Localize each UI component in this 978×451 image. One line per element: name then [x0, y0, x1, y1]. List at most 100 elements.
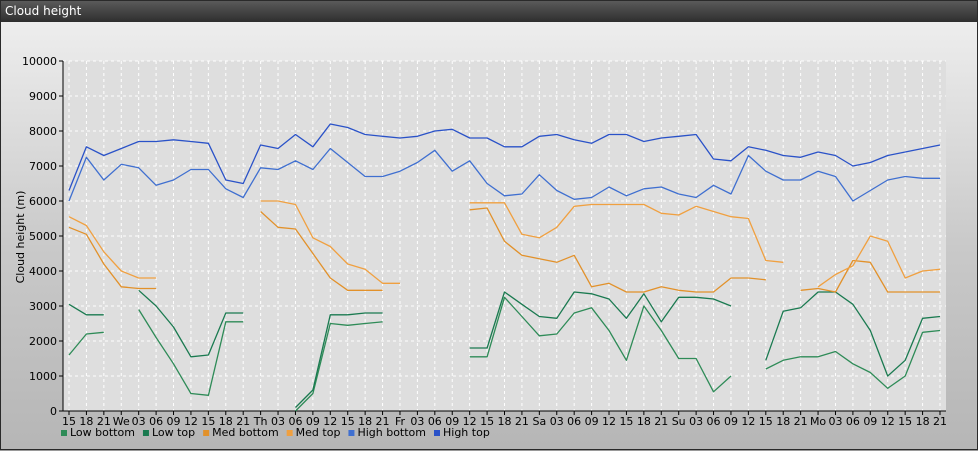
x-tick-label: 21 [794, 415, 808, 428]
window-title: Cloud height [1, 1, 977, 22]
x-tick-label: 12 [602, 415, 616, 428]
series-high-bottom [68, 147, 940, 202]
y-tick-label: 1000 [29, 370, 57, 383]
x-tick-label: 21 [654, 415, 668, 428]
x-tick-label: 15 [619, 415, 633, 428]
x-tick-label: 15 [201, 415, 215, 428]
y-tick-label: 0 [50, 405, 57, 418]
x-tick-label: 12 [323, 415, 337, 428]
series-line [260, 211, 383, 291]
series-line [469, 207, 766, 293]
series-line [817, 235, 941, 288]
x-tick-label: Th [253, 415, 268, 428]
x-tick-label: 03 [689, 415, 703, 428]
x-tick-label: 18 [916, 415, 930, 428]
series-lines [68, 123, 941, 412]
y-tick-label: 3000 [29, 300, 57, 313]
y-tick-label: 2000 [29, 335, 57, 348]
series-line [68, 123, 941, 191]
y-tick-label: 8000 [29, 125, 57, 138]
legend-swatch [434, 430, 440, 436]
series-line [469, 296, 732, 393]
legend-swatch [286, 430, 293, 436]
y-tick-label: 6000 [29, 195, 57, 208]
legend-item: High top [434, 426, 490, 439]
x-tick-label: 15 [898, 415, 912, 428]
x-tick-label: 03 [271, 415, 285, 428]
x-tick-label: 18 [358, 415, 372, 428]
series-line [260, 200, 400, 284]
x-tick-label: Sa [532, 415, 546, 428]
x-tick-label: 03 [550, 415, 564, 428]
x-tick-label: 15 [480, 415, 494, 428]
x-tick-label: 15 [341, 415, 355, 428]
x-tick-label: 06 [288, 415, 302, 428]
legend-label: Low top [152, 426, 195, 439]
x-tick-label: 18 [79, 415, 93, 428]
legend-item: Med bottom [203, 426, 279, 439]
legend-item: Low top [142, 426, 195, 439]
x-tick-label: 12 [881, 415, 895, 428]
series-line [138, 309, 244, 396]
legend-label: High bottom [357, 426, 426, 439]
series-line [765, 329, 941, 389]
x-tick-label: 06 [428, 415, 442, 428]
x-tick-label: 06 [149, 415, 163, 428]
series-line [469, 291, 732, 349]
legend-item: High bottom [348, 426, 426, 439]
y-tick-label: 4000 [29, 265, 57, 278]
x-tick-label: 18 [637, 415, 651, 428]
legend: Low bottom Low top Med bottom Med top High b… [61, 426, 490, 439]
x-tick-label: Mo [810, 415, 826, 428]
axes: 0 1000 2000 3000 4000 5000 6000 7000 8000 9000 100… [22, 55, 947, 428]
x-tick-label: 09 [724, 415, 738, 428]
x-tick-label: 15 [759, 415, 773, 428]
series-line [68, 226, 157, 290]
x-tick-label: 15 [62, 415, 76, 428]
x-tick-label: Fr [395, 415, 406, 428]
series-line [68, 303, 104, 316]
x-tick-label: 03 [828, 415, 842, 428]
legend-swatch [203, 430, 210, 436]
x-tick-label: 12 [463, 415, 477, 428]
x-tick-label: 21 [376, 415, 390, 428]
x-tick-label: 18 [498, 415, 512, 428]
series-line [68, 216, 157, 279]
legend-item: Med top [286, 426, 341, 439]
legend-label: Low bottom [70, 426, 135, 439]
series-low-bottom [68, 296, 941, 412]
x-tick-label: 09 [585, 415, 599, 428]
x-tick-label: 03 [132, 415, 146, 428]
x-tick-label: 09 [167, 415, 181, 428]
series-line [295, 312, 383, 408]
grid [63, 60, 946, 411]
series-line [138, 289, 244, 358]
legend-swatch [142, 430, 149, 436]
x-tick-label: Su [672, 415, 686, 428]
x-tick-label: 09 [306, 415, 320, 428]
x-tick-label: 21 [236, 415, 250, 428]
y-tick-label: 10000 [22, 55, 57, 68]
legend-swatch [348, 430, 355, 436]
x-tick-label: 18 [776, 415, 790, 428]
series-line [68, 331, 104, 356]
legend-label: Med top [296, 426, 341, 439]
legend-swatch [61, 430, 67, 436]
x-tick-label: 12 [741, 415, 755, 428]
legend-label: High top [443, 426, 490, 439]
series-line [800, 259, 940, 293]
series-line [295, 321, 383, 412]
series-high-top [68, 123, 941, 191]
x-tick-label: 21 [515, 415, 529, 428]
series-low-top [68, 289, 941, 408]
series-med-top [68, 200, 941, 288]
x-tick-label: 09 [863, 415, 877, 428]
y-axis-title: Cloud height (m) [14, 191, 27, 284]
x-tick-label: We [113, 415, 130, 428]
series-line [765, 291, 941, 377]
x-tick-label: 06 [707, 415, 721, 428]
x-tick-label: 21 [97, 415, 111, 428]
y-tick-label: 9000 [29, 90, 57, 103]
